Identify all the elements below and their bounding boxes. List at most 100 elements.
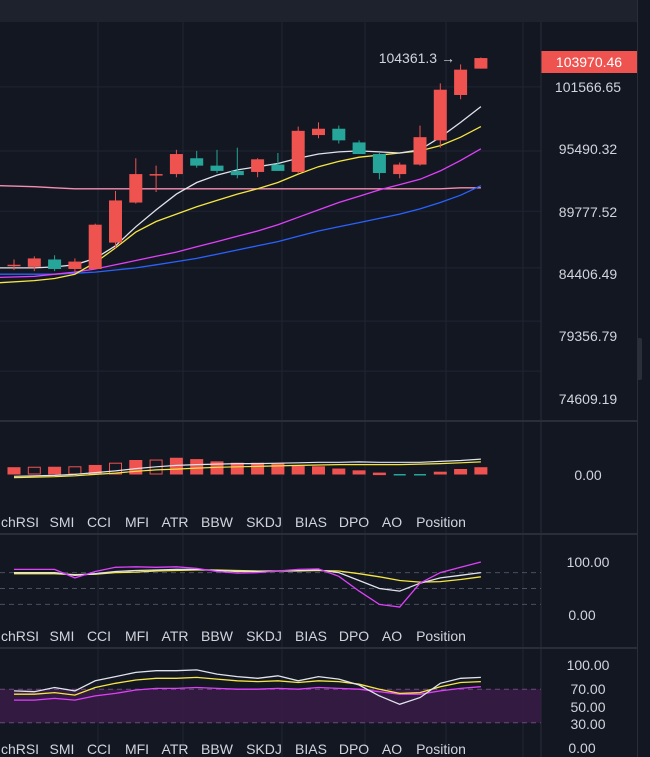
tab-bbw[interactable]: BBW [201,628,234,644]
tab-bias[interactable]: BIAS [295,628,327,644]
rsi-label-100: 100.00 [567,657,610,673]
candle-body [251,159,265,172]
macd-bar [332,468,346,475]
tab-ao[interactable]: AO [382,741,402,757]
macd-bar [474,467,488,475]
candle-body [169,154,183,175]
tab-chrsi[interactable]: chRSI [1,628,39,644]
rsi-label-0: 0.00 [568,740,595,756]
kdj-label-0: 0.00 [568,607,595,623]
price-label: 84406.49 [559,266,618,282]
tab-chrsi[interactable]: chRSI [1,741,39,757]
tab-bias[interactable]: BIAS [295,514,327,530]
price-label: 79356.79 [559,328,618,344]
candle-body [88,224,102,269]
top-toolbar [0,0,637,22]
candle-body [109,200,122,243]
rsi-panel [0,669,541,724]
tab-atr[interactable]: ATR [162,628,189,644]
candle-body [312,128,325,136]
candle-body [433,89,447,141]
kdj-label-100: 100.00 [567,554,610,570]
tab-chrsi[interactable]: chRSI [1,514,39,530]
macd-bar [352,470,366,475]
candle-body [454,69,468,95]
tab-cci[interactable]: CCI [87,628,111,644]
ma20-line [0,148,482,279]
tab-ao[interactable]: AO [382,628,402,644]
collapse-handle[interactable] [634,338,642,380]
tab-smi[interactable]: SMI [50,514,75,530]
rsi-label-70: 70.00 [570,681,605,697]
candles [7,57,488,273]
candle-body [210,165,224,171]
price-label: 89777.52 [559,204,618,220]
indicator-tabs-row-2: chRSI SMI CCI MFI ATR BBW SKDJ BIAS DPO … [1,628,466,644]
rsi2-line [14,676,481,696]
tab-smi[interactable]: SMI [50,741,75,757]
tab-position[interactable]: Position [416,628,466,644]
macd-zero-label: 0.00 [574,467,601,483]
tab-smi[interactable]: SMI [50,628,75,644]
macd-bar [190,459,204,475]
candle-body [474,58,488,69]
indicator-tabs-row-3: chRSI SMI CCI MFI ATR BBW SKDJ BIAS DPO … [1,741,466,757]
tab-position[interactable]: Position [416,741,466,757]
candle-body [7,264,21,267]
kdj-k-line [14,568,481,592]
candle-body [393,164,407,175]
tab-cci[interactable]: CCI [87,741,111,757]
tab-mfi[interactable]: MFI [125,514,149,530]
panel-separators [0,22,637,757]
candle-body [48,259,62,269]
candle-body [68,261,82,269]
chart-background [0,22,637,757]
indicator-tabs-row-1: chRSI SMI CCI MFI ATR BBW SKDJ BIAS DPO … [1,514,466,530]
candle-body [352,142,366,155]
tab-ao[interactable]: AO [382,514,402,530]
macd-bar [27,466,41,475]
macd-panel [7,457,488,479]
price-label: 74609.19 [559,391,618,407]
tab-bbw[interactable]: BBW [201,741,234,757]
macd-bar [414,474,426,476]
rsi1-line [13,669,481,705]
ma30-line [0,185,482,275]
macd-bar [312,466,325,475]
macd-bar [230,462,244,475]
tab-atr[interactable]: ATR [162,741,189,757]
macd-dif-line [13,458,481,477]
tab-mfi[interactable]: MFI [125,741,149,757]
macd-bar [291,465,305,475]
candle-body [372,154,386,174]
tab-cci[interactable]: CCI [87,514,111,530]
tab-skdj[interactable]: SKDJ [246,741,282,757]
macd-bar [251,462,265,475]
tab-position[interactable]: Position [416,514,466,530]
tab-dpo[interactable]: DPO [339,514,369,530]
macd-dea-line [13,461,481,479]
tab-mfi[interactable]: MFI [125,628,149,644]
tab-dpo[interactable]: DPO [339,628,369,644]
rsi3-line [14,686,481,701]
tab-bbw[interactable]: BBW [201,514,234,530]
rsi-label-50: 50.00 [570,699,605,715]
current-price-tag: 103970.46 [541,51,637,73]
macd-bar [48,466,62,475]
tab-skdj[interactable]: SKDJ [246,628,282,644]
tab-dpo[interactable]: DPO [339,741,369,757]
kdj-panel [0,561,541,608]
macd-bar [393,474,406,476]
candle-body [291,130,305,172]
macd-bar [372,472,386,476]
candle-body [129,174,143,203]
tab-atr[interactable]: ATR [162,514,189,530]
price-label: 101566.65 [555,79,621,95]
kdj-j-line [14,561,482,608]
tab-bias[interactable]: BIAS [295,741,327,757]
macd-bar [109,462,122,475]
macd-bar [454,469,468,475]
tab-skdj[interactable]: SKDJ [246,514,282,530]
candle-body [230,170,244,176]
